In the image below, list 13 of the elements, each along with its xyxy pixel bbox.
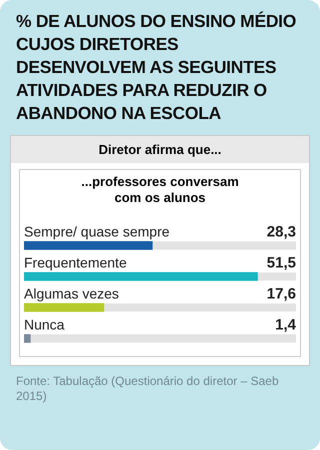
y-tick-label: Algumas vezes	[24, 286, 119, 302]
data-label: 1,4	[275, 316, 297, 334]
data-label: 17,6	[266, 286, 296, 302]
chart-subtitle: Diretor afirma que...	[11, 136, 309, 163]
y-tick-label: Frequentemente	[24, 254, 127, 270]
source-note: Fonte: Tabulação (Questionário do diretor – Saeb 2015)	[15, 374, 280, 404]
data-label: 28,3	[266, 224, 296, 240]
bar	[24, 334, 31, 343]
y-tick-label: Nunca	[24, 316, 65, 332]
text: ...professores conversam com os alunos	[80, 173, 240, 206]
y-tick-label: Sempre/ quase sempre	[24, 224, 170, 240]
data-label: 51,5	[266, 254, 296, 272]
chart-title: % DE ALUNOS DO ENSINO MÉDIO CUJOS DIRETORES DESENVOLVEM AS SEGUINTES ATIVIDADES PARA REDUZIR O ABANDONO NA ESCOLA	[15, 10, 298, 125]
